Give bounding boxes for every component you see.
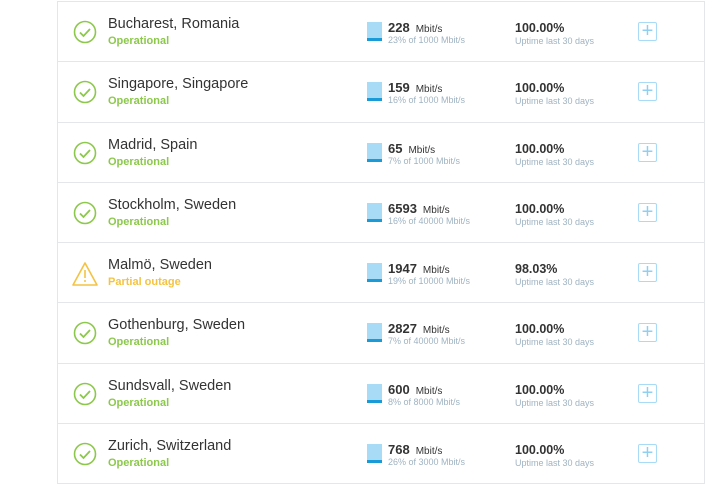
expand-button[interactable]: + bbox=[638, 21, 657, 41]
uptime-label: Uptime last 30 days bbox=[515, 277, 595, 288]
speed-value: 159 Mbit/s bbox=[388, 80, 442, 95]
bandwidth-bar-icon bbox=[367, 383, 382, 403]
status-label: Operational bbox=[108, 155, 170, 168]
speed-unit: Mbit/s bbox=[422, 325, 450, 337]
bandwidth-bar-icon bbox=[367, 142, 382, 162]
speed-value: 228 Mbit/s bbox=[388, 20, 442, 35]
uptime-value: 98.03% bbox=[515, 262, 558, 277]
server-location: Bucharest, Romania bbox=[108, 16, 240, 32]
server-location: Zurich, Switzerland bbox=[108, 438, 232, 455]
capacity-text: 7% of 40000 Mbit/s bbox=[388, 336, 466, 347]
expand-button[interactable]: + bbox=[638, 142, 657, 162]
speed-value: 768 Mbit/s bbox=[388, 442, 442, 457]
server-row: Madrid, Spain Operational 65 Mbit/s 7% of… bbox=[58, 123, 704, 183]
warning-triangle-icon bbox=[72, 261, 98, 286]
status-label: Operational bbox=[108, 457, 170, 470]
uptime-label: Uptime last 30 days bbox=[515, 216, 595, 227]
speed-unit: Mbit/s bbox=[422, 265, 450, 277]
speed-number: 228 bbox=[388, 20, 410, 35]
expand-button[interactable]: + bbox=[638, 443, 657, 464]
status-label: Operational bbox=[108, 396, 170, 409]
uptime-label: Uptime last 30 days bbox=[515, 36, 595, 46]
server-row: Malmö, Sweden Partial outage 1947 Mbit/s … bbox=[58, 243, 704, 304]
expand-button[interactable]: + bbox=[638, 262, 657, 283]
check-circle-icon bbox=[73, 442, 97, 466]
speed-number: 65 bbox=[388, 140, 403, 156]
capacity-text: 7% of 1000 Mbit/s bbox=[388, 155, 461, 166]
speed-number: 159 bbox=[388, 80, 410, 96]
speed-number: 768 bbox=[388, 442, 410, 458]
bandwidth-bar-icon bbox=[367, 22, 382, 41]
uptime-label: Uptime last 30 days bbox=[515, 397, 595, 408]
speed-number: 2827 bbox=[388, 321, 417, 337]
capacity-text: 23% of 1000 Mbit/s bbox=[388, 35, 466, 45]
expand-button[interactable]: + bbox=[638, 322, 657, 343]
expand-button[interactable]: + bbox=[638, 202, 657, 222]
server-location: Stockholm, Sweden bbox=[108, 196, 237, 213]
expand-button[interactable]: + bbox=[638, 383, 657, 403]
uptime-value: 100.00% bbox=[515, 81, 565, 96]
server-row: Gothenburg, Sweden Operational 2827 Mbit/… bbox=[58, 303, 704, 364]
speed-value: 600 Mbit/s bbox=[388, 382, 442, 397]
speed-number: 6593 bbox=[388, 200, 417, 216]
speed-value: 65 Mbit/s bbox=[388, 141, 435, 156]
capacity-text: 16% of 40000 Mbit/s bbox=[388, 215, 471, 226]
server-row: Singapore, Singapore Operational 159 Mbit… bbox=[58, 62, 704, 123]
speed-unit: Mbit/s bbox=[415, 385, 443, 397]
speed-unit: Mbit/s bbox=[415, 446, 443, 458]
uptime-value: 100.00% bbox=[515, 141, 565, 156]
bandwidth-bar-icon bbox=[367, 323, 382, 343]
uptime-value: 100.00% bbox=[515, 322, 565, 337]
speed-unit: Mbit/s bbox=[422, 204, 450, 216]
check-circle-icon bbox=[73, 20, 97, 44]
speed-number: 600 bbox=[388, 381, 410, 397]
status-label: Operational bbox=[108, 215, 170, 228]
server-location: Sundsvall, Sweden bbox=[108, 377, 232, 394]
uptime-value: 100.00% bbox=[515, 21, 565, 35]
bandwidth-bar-icon bbox=[367, 263, 382, 283]
server-row: Stockholm, Sweden Operational 6593 Mbit/s… bbox=[58, 183, 704, 244]
speed-unit: Mbit/s bbox=[408, 144, 436, 156]
speed-unit: Mbit/s bbox=[415, 24, 443, 35]
uptime-value: 100.00% bbox=[515, 382, 565, 397]
status-label: Operational bbox=[108, 35, 170, 47]
uptime-value: 100.00% bbox=[515, 443, 565, 458]
check-circle-icon bbox=[73, 321, 97, 345]
capacity-text: 26% of 3000 Mbit/s bbox=[388, 457, 466, 468]
check-circle-icon bbox=[73, 201, 97, 225]
server-location: Gothenburg, Sweden bbox=[108, 317, 246, 334]
server-row: Zurich, Switzerland Operational 768 Mbit/… bbox=[58, 424, 704, 484]
check-circle-icon bbox=[73, 141, 97, 165]
capacity-text: 16% of 1000 Mbit/s bbox=[388, 95, 466, 106]
bandwidth-bar-icon bbox=[367, 202, 382, 222]
server-location: Madrid, Spain bbox=[108, 136, 198, 153]
capacity-text: 8% of 8000 Mbit/s bbox=[388, 396, 461, 407]
bandwidth-bar-icon bbox=[367, 82, 382, 102]
server-row: Bucharest, Romania Operational 228 Mbit/s… bbox=[58, 2, 704, 63]
check-circle-icon bbox=[73, 382, 97, 406]
bandwidth-bar-icon bbox=[367, 444, 382, 464]
uptime-label: Uptime last 30 days bbox=[515, 458, 595, 469]
server-row: Sundsvall, Sweden Operational 600 Mbit/s … bbox=[58, 364, 704, 425]
speed-unit: Mbit/s bbox=[415, 84, 443, 96]
server-status-list: Bucharest, Romania Operational 228 Mbit/s… bbox=[57, 1, 705, 484]
status-label: Operational bbox=[108, 95, 170, 108]
server-location: Malmö, Sweden bbox=[108, 257, 212, 274]
speed-value: 2827 Mbit/s bbox=[388, 321, 450, 336]
expand-button[interactable]: + bbox=[638, 81, 657, 102]
speed-number: 1947 bbox=[388, 261, 417, 277]
speed-value: 1947 Mbit/s bbox=[388, 261, 450, 276]
check-circle-icon bbox=[73, 80, 97, 104]
uptime-value: 100.00% bbox=[515, 201, 565, 216]
status-label: Operational bbox=[108, 336, 170, 349]
server-location: Singapore, Singapore bbox=[108, 76, 249, 93]
uptime-label: Uptime last 30 days bbox=[515, 337, 595, 348]
speed-value: 6593 Mbit/s bbox=[388, 201, 450, 216]
capacity-text: 19% of 10000 Mbit/s bbox=[388, 276, 471, 287]
uptime-label: Uptime last 30 days bbox=[515, 96, 595, 107]
uptime-label: Uptime last 30 days bbox=[515, 156, 595, 167]
status-label: Partial outage bbox=[108, 276, 181, 289]
